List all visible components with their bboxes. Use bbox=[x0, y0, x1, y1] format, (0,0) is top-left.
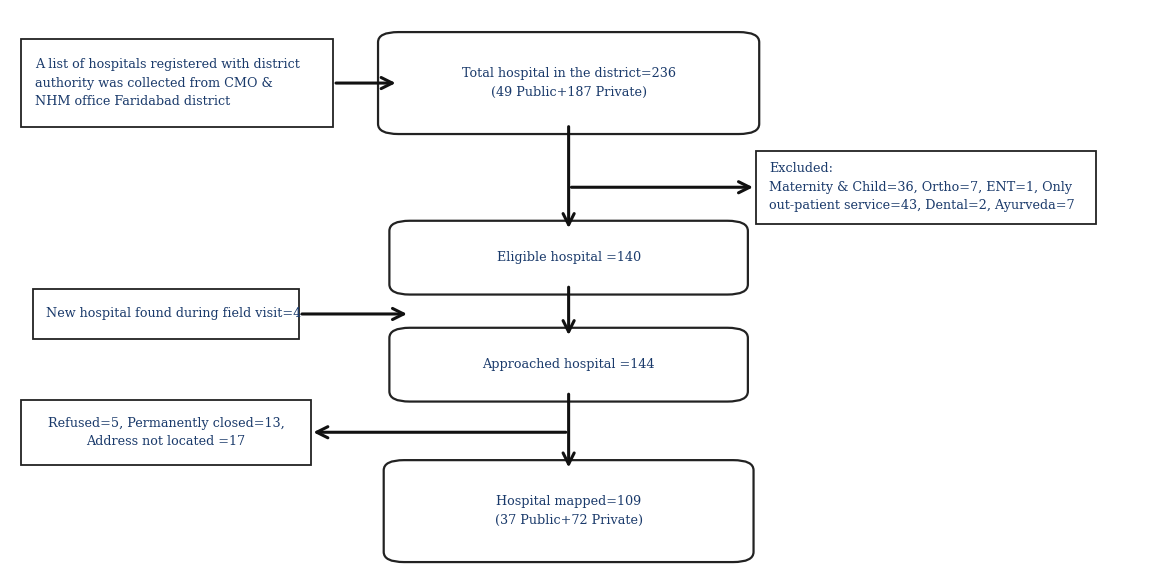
FancyBboxPatch shape bbox=[389, 328, 748, 401]
Text: New hospital found during field visit=4: New hospital found during field visit=4 bbox=[46, 307, 301, 320]
FancyBboxPatch shape bbox=[21, 40, 334, 127]
FancyBboxPatch shape bbox=[756, 151, 1096, 224]
FancyBboxPatch shape bbox=[32, 289, 299, 340]
FancyBboxPatch shape bbox=[379, 32, 759, 134]
Text: Refused=5, Permanently closed=13,
Address not located =17: Refused=5, Permanently closed=13, Addres… bbox=[47, 417, 284, 448]
Text: Hospital mapped=109
(37 Public+72 Private): Hospital mapped=109 (37 Public+72 Privat… bbox=[495, 495, 643, 527]
Text: Total hospital in the district=236
(49 Public+187 Private): Total hospital in the district=236 (49 P… bbox=[462, 67, 675, 99]
Text: Approached hospital =144: Approached hospital =144 bbox=[482, 358, 654, 371]
FancyBboxPatch shape bbox=[384, 460, 754, 562]
Text: Excluded:
Maternity & Child=36, Ortho=7, ENT=1, Only
out-patient service=43, Den: Excluded: Maternity & Child=36, Ortho=7,… bbox=[770, 162, 1076, 212]
FancyBboxPatch shape bbox=[21, 400, 310, 465]
Text: A list of hospitals registered with district
authority was collected from CMO &
: A list of hospitals registered with dist… bbox=[35, 58, 300, 108]
FancyBboxPatch shape bbox=[389, 221, 748, 294]
Text: Eligible hospital =140: Eligible hospital =140 bbox=[496, 251, 640, 264]
